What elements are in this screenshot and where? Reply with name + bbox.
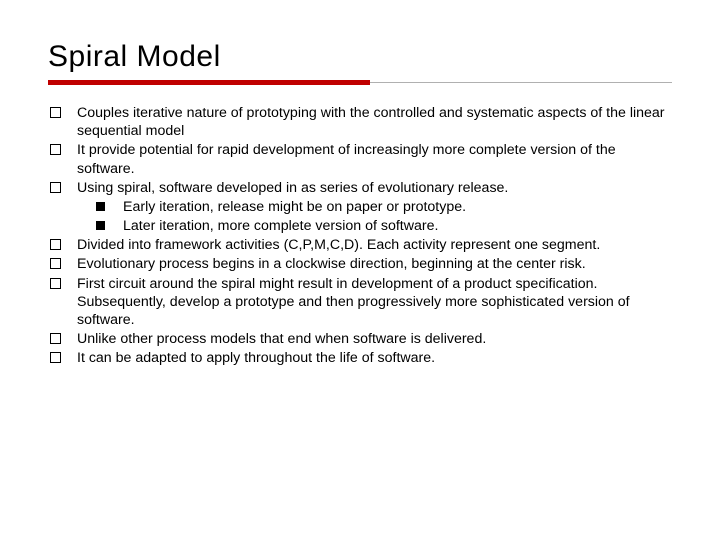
bullet-marker-icon: [50, 239, 61, 250]
bullet-text: First circuit around the spiral might re…: [77, 275, 672, 330]
list-item: Couples iterative nature of prototyping …: [48, 104, 672, 140]
list-item: First circuit around the spiral might re…: [48, 275, 672, 330]
bullet-marker-icon: [50, 278, 61, 289]
bullet-text: Evolutionary process begins in a clockwi…: [77, 255, 672, 273]
bullet-marker-icon: [50, 333, 61, 344]
list-item: Using spiral, software developed in as s…: [48, 179, 672, 197]
bullet-marker-icon: [50, 107, 61, 118]
underline-red: [48, 80, 370, 85]
slide: Spiral Model Couples iterative nature of…: [0, 0, 720, 398]
bullet-text: It provide potential for rapid developme…: [77, 141, 672, 177]
bullet-list: Couples iterative nature of prototyping …: [48, 104, 672, 367]
title-underline: [48, 80, 672, 86]
bullet-text: It can be adapted to apply throughout th…: [77, 349, 672, 367]
sub-list-item: Later iteration, more complete version o…: [48, 217, 672, 235]
bullet-text: Unlike other process models that end whe…: [77, 330, 672, 348]
list-item: Unlike other process models that end whe…: [48, 330, 672, 348]
slide-title: Spiral Model: [48, 40, 672, 74]
bullet-text: Couples iterative nature of prototyping …: [77, 104, 672, 140]
bullet-marker-icon: [50, 144, 61, 155]
list-item: It can be adapted to apply throughout th…: [48, 349, 672, 367]
bullet-marker-icon: [50, 352, 61, 363]
bullet-text: Divided into framework activities (C,P,M…: [77, 236, 672, 254]
sub-bullet-marker-icon: [96, 202, 105, 211]
bullet-marker-icon: [50, 258, 61, 269]
sub-bullet-text: Early iteration, release might be on pap…: [123, 198, 672, 216]
sub-list-item: Early iteration, release might be on pap…: [48, 198, 672, 216]
list-item: Divided into framework activities (C,P,M…: [48, 236, 672, 254]
sub-bullet-marker-icon: [96, 221, 105, 230]
underline-gray: [370, 82, 672, 83]
list-item: It provide potential for rapid developme…: [48, 141, 672, 177]
sub-bullet-text: Later iteration, more complete version o…: [123, 217, 672, 235]
list-item: Evolutionary process begins in a clockwi…: [48, 255, 672, 273]
bullet-marker-icon: [50, 182, 61, 193]
bullet-text: Using spiral, software developed in as s…: [77, 179, 672, 197]
